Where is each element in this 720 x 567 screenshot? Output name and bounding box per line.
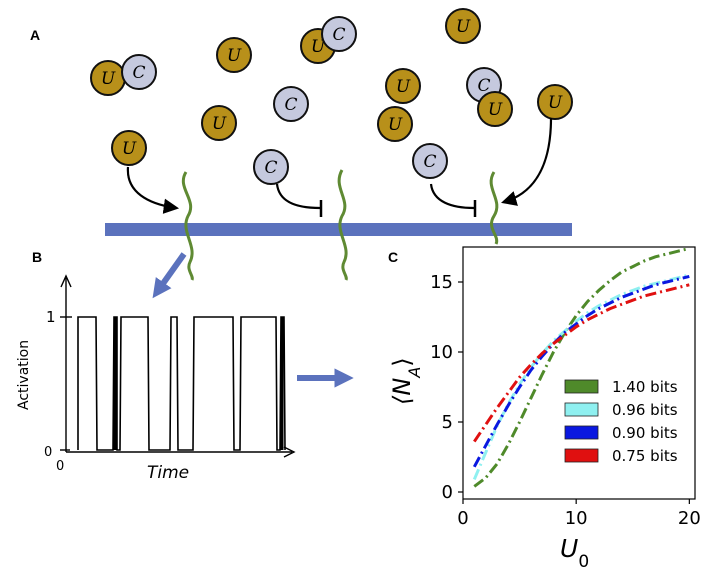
u-molecule-1: U [90,60,126,96]
chart-lines [472,246,690,488]
legend-label-3: 0.90 bits [612,424,678,442]
y-tick-label-1: 5 [442,412,453,433]
receptor-to-trace-arrow [152,252,187,299]
svg-text:C: C [284,95,297,115]
series-line-2 [472,273,690,480]
trace-y-axis-arrowhead [60,274,72,288]
trace-origin-label: 0 [56,459,64,474]
legend-swatch-4 [564,448,599,463]
svg-text:C: C [423,152,436,172]
c-molecule-2: C [121,54,157,90]
svg-text:U: U [548,93,563,113]
receptor-3 [489,171,499,245]
activation-arrow-right [501,117,553,206]
svg-text:U: U [101,69,116,89]
chart-ticks: 0 10 20 0 5 10 15 [430,272,701,529]
receptor-1 [182,171,194,281]
x-tick-label-1: 10 [565,508,588,529]
u-molecule-12: U [377,106,413,142]
x-tick-label-0: 0 [457,508,468,529]
panel-label-c: C [388,249,398,265]
panel-label-b: B [32,249,42,265]
series-line-1 [473,246,690,488]
y-tick-label-2: 10 [430,342,453,363]
series-line-4 [473,283,690,443]
legend-label-2: 0.96 bits [612,401,678,419]
trace-x-axis-arrowhead [283,446,296,458]
activation-trace [77,316,286,451]
svg-text:U: U [456,17,471,37]
svg-text:U: U [212,114,227,134]
chart-legend: 1.40 bits 0.96 bits 0.90 bits 0.75 bits [564,378,678,465]
legend-swatch-1 [564,379,599,394]
svg-text:C: C [332,25,345,45]
svg-text:U: U [227,46,242,66]
svg-text:C: C [477,76,490,96]
u-molecule-14: U [111,130,147,166]
legend-swatch-3 [564,425,599,440]
u-molecule-11: U [477,91,513,127]
u-molecule-4: U [201,105,237,141]
c-molecule-15: C [253,149,289,185]
y-tick-label-0: 0 [442,482,453,503]
chart-frame [462,246,696,500]
c-molecule-7: C [321,16,357,52]
u-molecule-8: U [445,8,481,44]
legend-label-4: 0.75 bits [612,447,678,465]
u-molecule-13: U [537,84,573,120]
series-line-3 [472,274,690,468]
legend-swatch-2 [564,402,599,417]
inhibition-arrow-middle [275,183,321,210]
svg-text:U: U [396,77,411,97]
c-molecule-16: C [412,143,448,179]
x-tick-label-2: 20 [678,508,701,529]
trace-label-zero: 0 [44,445,52,460]
svg-text:C: C [132,63,145,83]
svg-text:U: U [122,139,137,159]
trace-xlabel: Time [147,463,189,483]
y-tick-label-3: 15 [430,272,453,293]
activation-arrow-left [126,166,180,214]
trace-label-one: 1 [46,308,56,326]
chart-xlabel: U0 [560,534,589,567]
inhibition-arrow-right [429,183,475,210]
svg-text:U: U [388,115,403,135]
trace-ylabel: Activation [16,340,32,410]
svg-text:C: C [264,158,277,178]
u-molecule-9: U [385,68,421,104]
membrane [105,223,572,236]
chart-ylabel: ⟨NA⟩ [388,357,424,405]
u-molecule-3: U [216,37,252,73]
panel-label-a: A [30,27,40,43]
legend-label-1: 1.40 bits [612,378,678,396]
receptor-2 [337,169,348,281]
svg-text:U: U [488,100,503,120]
c-molecule-5: C [273,86,309,122]
svg-text:U: U [311,37,326,57]
